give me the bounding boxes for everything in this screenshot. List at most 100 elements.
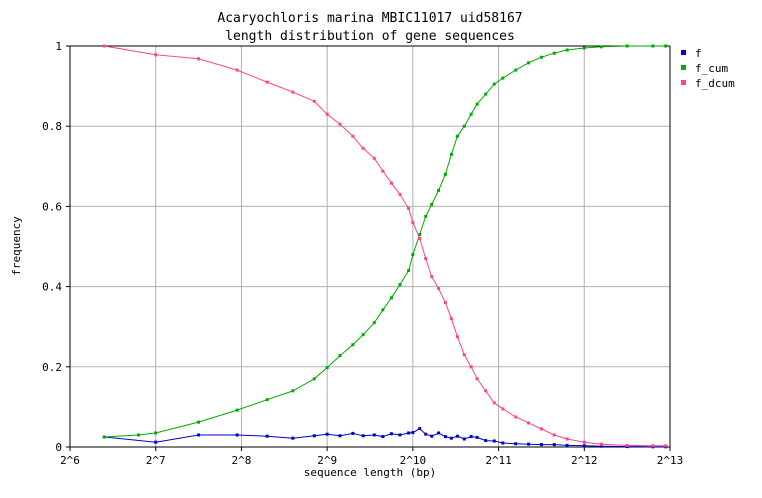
data-point [381,169,385,173]
data-point [398,192,402,196]
y-tick-label: 0.6 [42,200,62,213]
data-point [514,442,518,446]
x-tick-label: 2^10 [400,454,427,467]
data-point [449,317,453,321]
data-point [312,99,316,103]
data-point [437,431,441,435]
data-point [462,437,466,441]
data-point [514,415,518,419]
data-point [514,68,518,72]
data-point [501,441,505,445]
data-point [664,444,668,448]
data-point [484,92,488,96]
data-point [418,232,422,236]
data-point [372,433,376,437]
data-point [492,82,496,86]
data-point [265,80,269,84]
series-group [102,44,668,449]
x-tick-label: 2^8 [231,454,251,467]
data-point [102,435,106,439]
data-point [312,377,316,381]
data-point [235,408,239,412]
data-point [325,366,329,370]
data-point [197,420,201,424]
data-point [418,427,422,431]
x-tick-label: 2^7 [146,454,166,467]
data-point [565,48,569,52]
series-line [104,45,666,447]
legend-label: f_dcum [695,77,735,90]
data-point [381,308,385,312]
data-point [599,442,603,446]
y-axis-label: frequency [10,216,23,276]
legend-label: f [695,47,702,60]
data-point [389,181,393,185]
legend-marker [681,50,686,55]
data-point [424,432,428,436]
data-point [291,436,295,440]
x-tick-label: 2^11 [485,454,512,467]
chart-title-line-1: Acaryochloris marina MBIC11017 uid58167 [217,11,522,26]
data-point [411,220,415,224]
data-point [552,51,556,55]
data-point [312,434,316,438]
data-point [582,440,586,444]
data-point [475,377,479,381]
data-point [625,44,629,48]
data-point [552,433,556,437]
data-point [443,435,447,439]
data-point [398,283,402,287]
data-point [625,443,629,447]
data-point [599,444,603,448]
data-point [455,434,459,438]
data-point [582,444,586,448]
x-tick-label: 2^9 [317,454,337,467]
series-f [102,427,668,449]
data-point [338,434,342,438]
data-point [484,439,488,443]
data-point [527,421,531,425]
data-point [291,389,295,393]
grid [70,46,670,447]
data-point [651,444,655,448]
y-ticks: 0 0.2 0.4 0.6 0.8 1 [42,40,70,454]
data-point [235,68,239,72]
data-point [552,443,556,447]
data-point [235,433,239,437]
data-point [351,343,355,347]
data-point [651,44,655,48]
x-tick-label: 2^6 [60,454,80,467]
series-f-dcum [102,44,668,448]
data-point [527,61,531,65]
data-point [437,188,441,192]
x-tick-label: 2^12 [571,454,598,467]
series-line [104,427,666,448]
data-point [443,301,447,305]
data-point [484,389,488,393]
chart-title-line-2: length distribution of gene sequences [225,29,515,44]
data-point [351,431,355,435]
data-point [492,401,496,405]
data-point [407,206,411,210]
data-point [137,433,141,437]
x-ticks: 2^6 2^7 2^8 2^9 2^10 2^11 2^12 2^13 [60,447,683,467]
data-point [449,152,453,156]
data-point [338,122,342,126]
data-point [381,435,385,439]
data-point [501,76,505,80]
legend-item: f_cum [681,62,728,75]
data-point [469,365,473,369]
data-point [475,102,479,106]
data-point [411,431,415,435]
data-point [462,124,466,128]
data-point [443,172,447,176]
data-point [154,440,158,444]
y-tick-label: 0.4 [42,281,62,294]
data-point [411,253,415,257]
data-point [154,431,158,435]
data-point [565,443,569,447]
plot-frame [69,45,671,448]
data-point [430,275,434,279]
data-point [430,434,434,438]
